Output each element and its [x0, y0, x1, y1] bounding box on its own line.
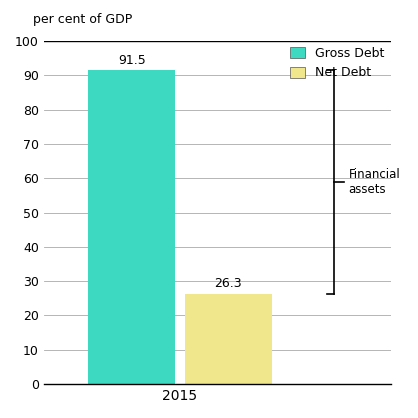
Bar	[185, 294, 272, 384]
Text: Financial
assets: Financial assets	[349, 168, 400, 196]
Text: 26.3: 26.3	[214, 278, 242, 291]
Legend: Gross Debt, Net Debt: Gross Debt, Net Debt	[290, 47, 384, 79]
Text: per cent of GDP: per cent of GDP	[33, 13, 133, 25]
Bar	[88, 70, 175, 384]
Text: 91.5: 91.5	[118, 54, 145, 66]
